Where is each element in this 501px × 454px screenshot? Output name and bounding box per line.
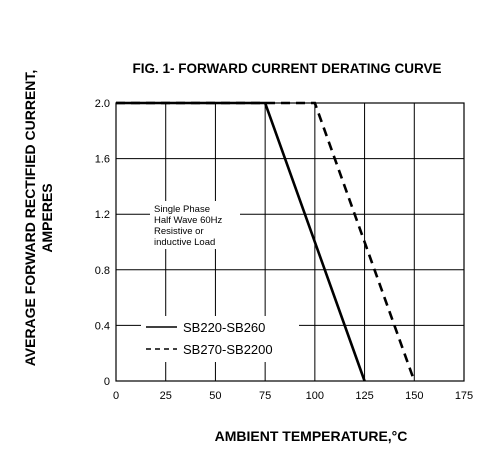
- x-tick-label: 75: [259, 390, 271, 402]
- x-tick-label: 50: [209, 390, 221, 402]
- legend: SB220-SB260 SB270-SB2200: [141, 316, 299, 362]
- x-tick-label: 0: [113, 390, 119, 402]
- tick-labels: 0 25 50 75 100 125 150 175 0 0.4 0.8 1.2 1.6 2.0: [95, 98, 473, 402]
- series-line-2: [116, 101, 416, 382]
- legend-background: [141, 316, 299, 362]
- chart-title: FIG. 1- FORWARD CURRENT DERATING CURVE: [132, 61, 441, 76]
- note-line: inductive Load: [154, 237, 215, 248]
- x-axis-label: AMBIENT TEMPERATURE,°C: [215, 428, 408, 444]
- y-tick-label: 1.2: [95, 209, 110, 221]
- note-line: Resistive or: [154, 226, 204, 237]
- note-background: [150, 201, 240, 249]
- x-tick-label: 125: [355, 390, 373, 402]
- x-tick-label: 25: [160, 390, 172, 402]
- series-lines: [116, 101, 416, 382]
- legend-label-1: SB220-SB260: [183, 320, 265, 335]
- y-tick-label: 0.8: [95, 265, 110, 277]
- y-tick-label: 0: [104, 376, 110, 388]
- y-tick-label: 0.4: [95, 320, 110, 332]
- y-axis-label: AVERAGE FORWARD RECTIFIED CURRENT,: [22, 70, 38, 367]
- y-tick-label: 2.0: [95, 98, 110, 110]
- note-line: Single Phase: [154, 204, 210, 215]
- note-line: Half Wave 60Hz: [154, 215, 223, 226]
- legend-label-2: SB270-SB2200: [183, 342, 273, 357]
- x-tick-label: 150: [405, 390, 423, 402]
- y-axis-label-units: AMPERES: [39, 183, 55, 252]
- x-tick-label: 100: [306, 390, 324, 402]
- x-tick-label: 175: [455, 390, 473, 402]
- y-tick-label: 1.6: [95, 154, 110, 166]
